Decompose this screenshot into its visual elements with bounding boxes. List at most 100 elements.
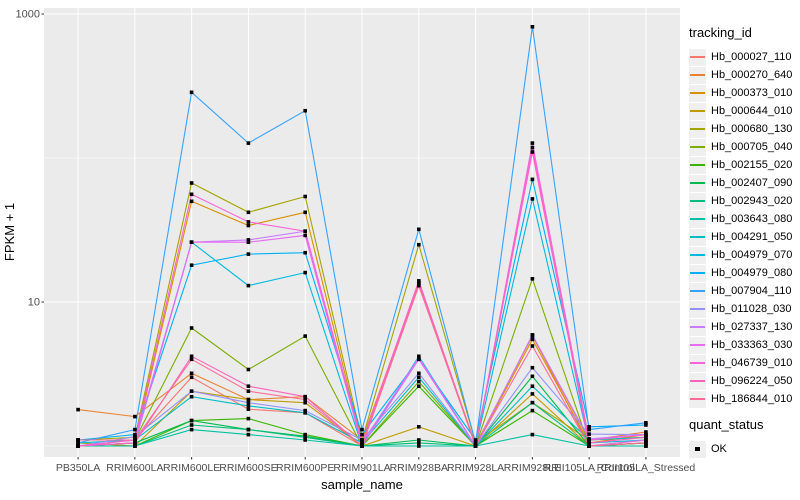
y-axis-title: FPKM + 1 <box>2 203 17 261</box>
data-point <box>303 108 307 113</box>
axis-ticks: 1000 10 PB350LA RRIM600LA RRIM600LE RRIM600SE… <box>16 9 696 475</box>
x-tick-label: RRIM600SE <box>219 462 277 474</box>
line-swatch-icon <box>690 254 705 256</box>
legend-item-label: Hb_000644_010 <box>711 105 793 117</box>
data-point <box>587 438 591 442</box>
x-tick-label: RRII105LA_Stressed <box>597 462 696 474</box>
data-point <box>417 242 421 247</box>
legend-item-Hb_186844_010: Hb_186844_010 <box>689 390 799 408</box>
legend-key <box>689 354 706 372</box>
legend-item-Hb_096224_050: Hb_096224_050 <box>689 372 799 390</box>
legend-item-label: Hb_000027_110 <box>711 51 792 63</box>
data-point <box>303 394 307 399</box>
data-point <box>530 400 535 405</box>
data-point <box>417 444 421 448</box>
x-tick-label: RRIM600LA <box>106 462 163 474</box>
data-point <box>246 240 251 244</box>
data-point <box>360 444 364 448</box>
data-point <box>246 427 251 432</box>
legend-item-Hb_004979_080: Hb_004979_080 <box>689 264 799 282</box>
data-point <box>189 263 194 267</box>
line-swatch-icon <box>690 56 705 58</box>
data-point <box>76 441 80 445</box>
legend-item-label: OK <box>711 443 727 455</box>
legend-key <box>689 300 706 318</box>
data-point <box>189 90 194 95</box>
x-tick-label: RRIM928BA <box>390 462 448 474</box>
data-point <box>133 432 137 437</box>
data-point <box>417 357 421 362</box>
data-point <box>303 210 307 215</box>
data-point <box>530 365 535 370</box>
data-point <box>644 444 648 448</box>
data-point <box>246 407 251 411</box>
legend-key <box>689 48 706 66</box>
legend-item-label: Hb_004979_080 <box>711 267 793 279</box>
data-point <box>246 416 251 421</box>
legend-key <box>689 66 706 84</box>
legend-item-label: Hb_000270_640 <box>711 69 793 81</box>
line-swatch-icon <box>690 380 705 382</box>
legend-item-label: Hb_007904_110 <box>711 285 792 297</box>
data-point <box>530 374 535 379</box>
legend-item-label: Hb_096224_050 <box>711 375 793 387</box>
data-point <box>417 279 421 283</box>
data-point <box>303 438 307 442</box>
data-point <box>189 418 194 423</box>
legend-title-tracking-id: tracking_id <box>689 25 752 40</box>
data-point <box>246 367 251 372</box>
data-point <box>644 438 648 442</box>
legend-item-Hb_000680_130: Hb_000680_130 <box>689 120 799 138</box>
data-point <box>587 427 591 432</box>
data-point <box>246 252 251 256</box>
legend-key <box>689 390 706 408</box>
data-point <box>189 375 194 380</box>
data-point <box>246 404 251 408</box>
legend-item-Hb_002943_020: Hb_002943_020 <box>689 192 799 210</box>
legend: tracking_id Hb_000027_110 Hb_000270_640 Hb… <box>689 26 799 458</box>
data-point <box>417 438 421 442</box>
data-point <box>189 389 194 393</box>
data-point <box>473 441 478 445</box>
data-point <box>417 227 421 232</box>
x-tick-label: RRIM600LE <box>163 462 220 474</box>
x-tick-label: PB350LA <box>56 462 100 474</box>
line-swatch-icon <box>690 326 705 328</box>
data-point <box>644 423 648 427</box>
legend-item-Hb_000705_040: Hb_000705_040 <box>689 138 799 156</box>
data-point <box>189 357 194 362</box>
data-point <box>587 444 591 448</box>
data-point <box>76 444 80 448</box>
data-point <box>530 408 535 413</box>
legend-item-Hb_033363_030: Hb_033363_030 <box>689 336 799 354</box>
data-point <box>189 354 194 359</box>
data-point <box>246 389 251 393</box>
legend-item-Hb_000644_010: Hb_000644_010 <box>689 102 799 120</box>
data-point <box>246 220 251 224</box>
line-swatch-icon <box>690 74 705 76</box>
legend-key <box>689 174 706 192</box>
data-point <box>644 441 648 445</box>
data-point <box>417 371 421 376</box>
data-point <box>417 384 421 388</box>
data-point <box>246 210 251 215</box>
line-swatch-icon <box>690 236 705 238</box>
data-point <box>587 425 591 429</box>
data-point <box>530 197 535 201</box>
data-point <box>473 444 478 448</box>
x-tick-label: RRIM901LA <box>333 462 390 474</box>
data-point <box>644 435 648 440</box>
data-point <box>303 250 307 255</box>
x-tick-label: RRIM600PE <box>276 462 334 474</box>
legend-key <box>689 102 706 120</box>
data-point <box>644 432 648 437</box>
legend-item-label: Hb_000705_040 <box>711 141 793 153</box>
data-point <box>133 444 137 448</box>
data-point <box>76 407 80 412</box>
data-point <box>417 375 421 380</box>
data-point <box>417 281 421 285</box>
legend-item-label: Hb_046739_010 <box>711 357 793 369</box>
data-point <box>189 326 194 330</box>
black-square-icon <box>695 446 700 452</box>
